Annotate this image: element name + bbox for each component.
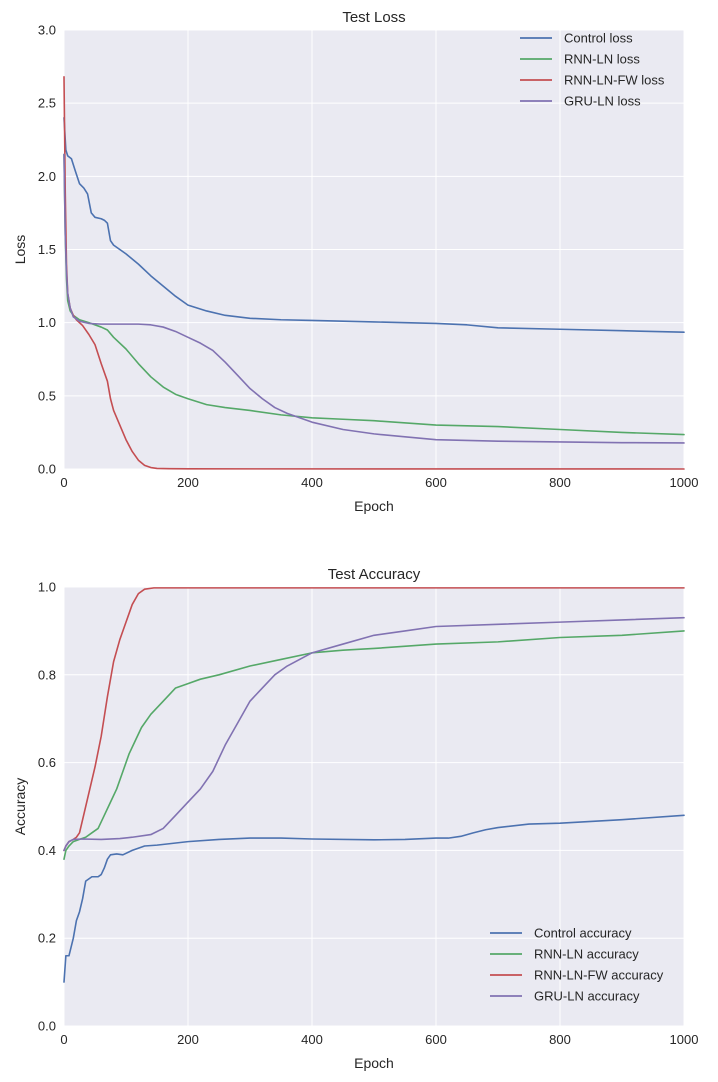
x-tick-label: 600 xyxy=(425,1032,447,1047)
legend-label-control-accuracy: Control accuracy xyxy=(534,926,632,941)
x-tick-label: 0 xyxy=(60,475,67,490)
x-tick-label: 0 xyxy=(60,1032,67,1047)
x-tick-label: 800 xyxy=(549,475,571,490)
chart-test-accuracy: 0 200 400 600 800 1000 0.0 0.2 0.4 0.6 0.8 1.0 Test … xyxy=(12,566,698,1071)
legend-label-rnn-ln-accuracy: RNN-LN accuracy xyxy=(534,947,639,962)
y-tick-label: 1.0 xyxy=(38,315,56,330)
y-tick-label: 0.0 xyxy=(38,462,56,477)
y-tick-label: 0.4 xyxy=(38,843,56,858)
x-tick-label: 200 xyxy=(177,475,199,490)
y-tick-label: 0.6 xyxy=(38,755,56,770)
series-line-control-accuracy xyxy=(63,814,685,983)
series-line-control-loss xyxy=(63,117,685,333)
y-tick-label: 1.5 xyxy=(38,242,56,257)
y-tick-label: 0.2 xyxy=(38,931,56,946)
y-tick-label: 0.5 xyxy=(38,388,56,403)
legend-label-rnn-ln-fw-accuracy: RNN-LN-FW accuracy xyxy=(534,968,664,983)
legend-label-control-loss: Control loss xyxy=(564,31,633,46)
series-line-rnn-ln-accuracy xyxy=(63,630,685,860)
legend: Control loss RNN-LN loss RNN-LN-FW loss GRU… xyxy=(520,31,665,109)
legend-label-rnn-ln-loss: RNN-LN loss xyxy=(564,52,640,67)
y-tick-label: 3.0 xyxy=(38,23,56,38)
y-tick-label: 0.8 xyxy=(38,667,56,682)
chart-test-loss: 0 200 400 600 800 1000 0.0 0.5 1.0 1.5 2.0 2.5 3.0 Te… xyxy=(12,9,698,514)
legend-label-gru-ln-loss: GRU-LN loss xyxy=(564,94,641,109)
legend: Control accuracy RNN-LN accuracy RNN-LN-FW… xyxy=(490,926,664,1004)
y-tick-label: 1.0 xyxy=(38,580,56,595)
x-tick-label: 400 xyxy=(301,475,323,490)
y-tick-label: 2.5 xyxy=(38,96,56,111)
y-tick-label: 2.0 xyxy=(38,169,56,184)
plot-area xyxy=(64,587,684,1026)
x-tick-label: 800 xyxy=(549,1032,571,1047)
series-line-gru-ln-accuracy xyxy=(63,616,685,852)
chart-title: Test Accuracy xyxy=(328,566,421,583)
y-tick-label: 0.0 xyxy=(38,1019,56,1034)
x-axis-label: Epoch xyxy=(354,1055,394,1071)
legend-label-rnn-ln-fw-loss: RNN-LN-FW loss xyxy=(564,73,665,88)
x-axis-label: Epoch xyxy=(354,498,394,514)
series-line-gru-ln-loss xyxy=(63,153,685,444)
x-tick-label: 200 xyxy=(177,1032,199,1047)
x-tick-label: 600 xyxy=(425,475,447,490)
x-tick-label: 1000 xyxy=(670,1032,699,1047)
y-axis-label: Accuracy xyxy=(12,778,28,836)
y-axis-label: Loss xyxy=(12,235,28,265)
x-tick-label: 400 xyxy=(301,1032,323,1047)
chart-title: Test Loss xyxy=(342,9,405,26)
x-tick-label: 1000 xyxy=(670,475,699,490)
legend-label-gru-ln-accuracy: GRU-LN accuracy xyxy=(534,989,640,1004)
